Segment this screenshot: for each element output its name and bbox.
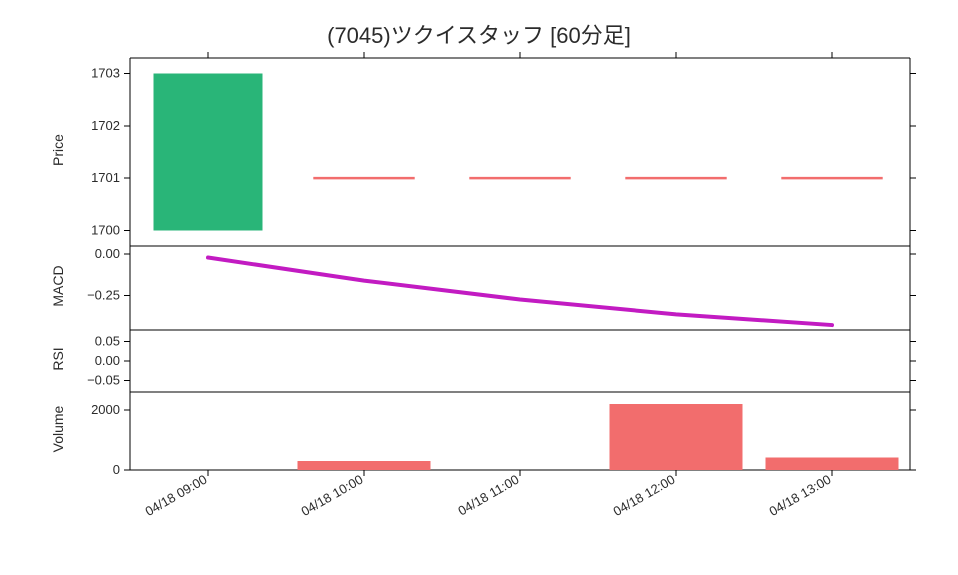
x-tick-label: 04/18 11:00 [455, 472, 521, 519]
rsi-ytick-label: 0.00 [95, 353, 120, 368]
macd-line [208, 258, 832, 326]
price-ytick-label: 1703 [91, 66, 120, 81]
volume-bar [766, 457, 899, 470]
ylabel-price: Price [50, 110, 66, 190]
chart-svg: 1700 1701 1702 1703 0.00 −0.25 0.05 0.00 −0.05 0 2… [0, 0, 958, 575]
stock-chart: (7045)ツクイスタッフ [60分足] 1700 1701 1702 1703 0.0… [0, 0, 958, 575]
x-tick-label: 04/18 10:00 [299, 472, 366, 519]
chart-title: (7045)ツクイスタッフ [60分足] [0, 18, 958, 50]
price-ytick-label: 1702 [91, 118, 120, 133]
price-ytick-label: 1700 [91, 222, 120, 237]
ylabel-volume: Volume [50, 389, 66, 469]
rsi-ytick-label: −0.05 [87, 372, 120, 387]
rsi-ytick-label: 0.05 [95, 334, 120, 349]
ylabel-rsi: RSI [50, 319, 66, 399]
x-tick-label: 04/18 12:00 [611, 472, 678, 519]
volume-ytick-label: 0 [113, 462, 120, 477]
ylabel-macd: MACD [50, 246, 66, 326]
macd-ytick-label: −0.25 [87, 287, 120, 302]
volume-ytick-label: 2000 [91, 402, 120, 417]
x-tick-label: 04/18 09:00 [143, 472, 210, 519]
volume-bar [610, 404, 743, 470]
macd-ytick-label: 0.00 [95, 246, 120, 261]
x-tick-label: 04/18 13:00 [767, 472, 834, 519]
volume-bar [298, 461, 431, 470]
price-ytick-label: 1701 [91, 170, 120, 185]
candle-body [153, 74, 262, 231]
